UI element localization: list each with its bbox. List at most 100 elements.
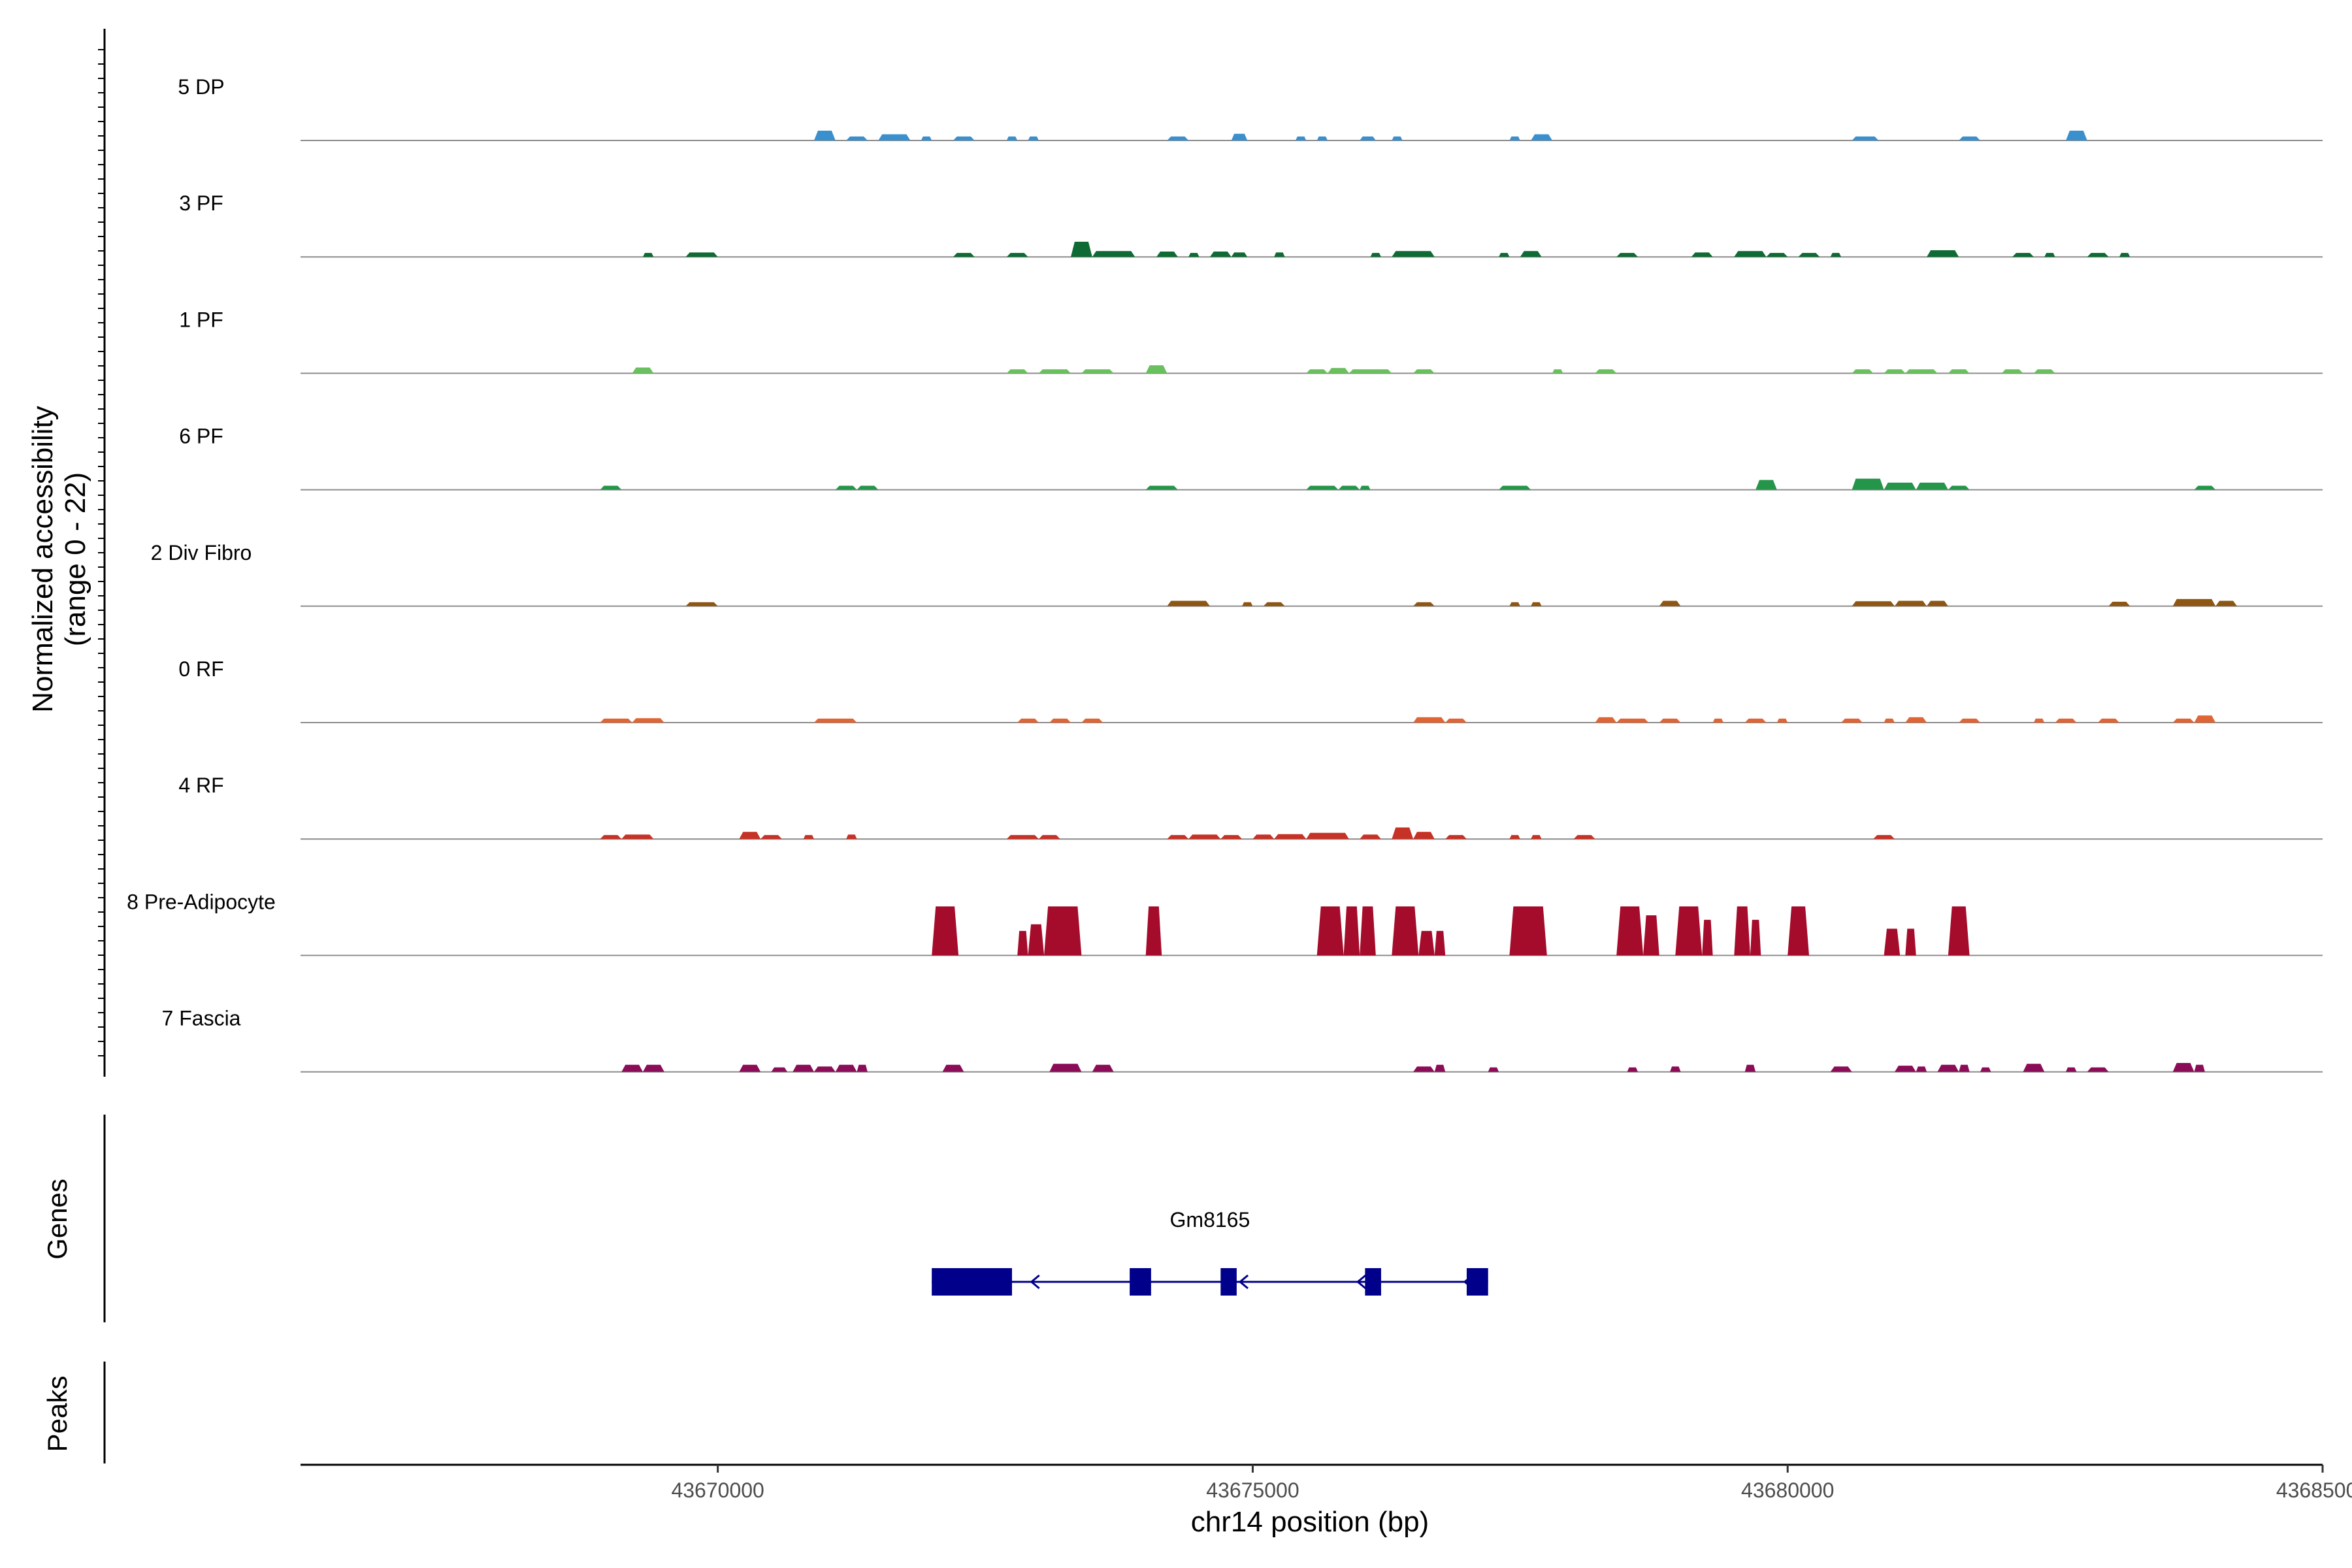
- coverage-peak: [1509, 136, 1520, 140]
- track-4: 6 PF: [179, 425, 2323, 491]
- coverage-peak: [1531, 835, 1542, 840]
- coverage-peak: [846, 136, 868, 140]
- coverage-peak: [1092, 1064, 1114, 1072]
- coverage-peak: [1092, 251, 1135, 257]
- coverage-peak: [1691, 252, 1713, 257]
- coverage-peak: [1509, 906, 1547, 956]
- gene-track: Gm8165: [932, 1208, 1488, 1296]
- coverage-peak: [1873, 835, 1895, 840]
- coverage-peak: [1220, 835, 1243, 840]
- coverage-peak: [835, 1064, 857, 1072]
- coverage-peak: [1616, 718, 1649, 723]
- coverage-peak: [1418, 930, 1435, 956]
- coverage-peak: [1413, 1066, 1435, 1072]
- coverage-peak: [1017, 718, 1039, 723]
- coverage-peak: [2108, 602, 2131, 606]
- coverage-peak: [1145, 365, 1168, 374]
- coverage-peak: [1231, 252, 1248, 257]
- track-label: 5 DP: [178, 75, 224, 99]
- coverage-peak: [2001, 369, 2023, 374]
- coverage-peak: [1006, 369, 1028, 374]
- coverage-peak: [1028, 136, 1039, 140]
- strand-arrow: [1356, 1274, 1367, 1290]
- coverage-peak: [760, 835, 782, 840]
- coverage-peak: [1413, 602, 1435, 606]
- coverage-peak: [2194, 1064, 2205, 1072]
- coverage-peak: [1413, 369, 1435, 374]
- track-label: 1 PF: [179, 308, 223, 331]
- coverage-peak: [1830, 1066, 1852, 1072]
- coverage-peak: [1343, 906, 1360, 956]
- coverage-peak: [1852, 601, 1895, 606]
- coverage-peak: [2194, 715, 2216, 723]
- coverage-peak: [1509, 602, 1520, 606]
- coverage-peak: [1360, 834, 1381, 840]
- coverage-peak: [1531, 134, 1552, 140]
- coverage-peak: [1659, 718, 1681, 723]
- coverage-peak: [1884, 928, 1901, 956]
- coverage-peak: [1884, 718, 1895, 723]
- coverage-peak: [1916, 1066, 1927, 1072]
- coverage-peak: [2012, 253, 2034, 257]
- coverage-peak: [1360, 485, 1371, 490]
- coverage-peak: [814, 131, 836, 140]
- coverage-peak: [1830, 253, 1842, 257]
- coverage-peak: [2023, 1064, 2045, 1072]
- coverage-peak: [1081, 718, 1103, 723]
- coverage-peak: [1263, 602, 1285, 606]
- coverage-peak: [632, 367, 654, 374]
- track-3: 1 PF: [179, 308, 2323, 374]
- coverage-peak: [1006, 835, 1039, 840]
- coverage-peak: [1531, 602, 1542, 606]
- coverage-peak: [1392, 251, 1435, 257]
- coverage-peak: [1552, 369, 1563, 374]
- gene-label: Gm8165: [1170, 1208, 1250, 1232]
- coverage-y-axis-ticks: [98, 49, 105, 1056]
- coverage-peak: [2098, 718, 2119, 723]
- coverage-peak: [2172, 598, 2216, 606]
- peaks-panel-title: Peaks: [42, 1376, 73, 1452]
- coverage-peak: [1499, 485, 1531, 490]
- coverage-peak: [1884, 369, 1906, 374]
- coverage-peak: [1338, 485, 1360, 490]
- coverage-peak: [1392, 906, 1419, 956]
- track-1: 5 DP: [178, 75, 2323, 141]
- coverage-peak: [1017, 930, 1028, 956]
- coverage-peak: [632, 718, 664, 723]
- x-axis-title: chr14 position (bp): [1191, 1506, 1429, 1538]
- coverage-peak: [2087, 1067, 2109, 1072]
- coverage-peak: [1445, 718, 1467, 723]
- coverage-peak: [1616, 906, 1644, 956]
- x-tick-label: 43685000: [2276, 1478, 2352, 1502]
- x-axis-ticks: 43670000 43675000 43680000 43685000: [671, 1465, 2352, 1502]
- strand-arrow: [1463, 1274, 1473, 1290]
- coverage-peak: [643, 1064, 664, 1072]
- coverage-peak: [1006, 136, 1018, 140]
- coverage-peak: [1360, 906, 1376, 956]
- coverage-peak: [1616, 253, 1638, 257]
- coverage-peak: [1049, 718, 1071, 723]
- coverage-peak: [953, 253, 975, 257]
- track-6: 0 RF: [178, 657, 2323, 723]
- coverage-peak: [1167, 835, 1189, 840]
- track-label: 4 RF: [178, 774, 223, 797]
- coverage-peak: [1413, 832, 1435, 840]
- coverage-peak: [1980, 1067, 1991, 1072]
- track-label: 7 Fascia: [162, 1007, 241, 1030]
- coverage-peak: [1145, 485, 1178, 490]
- coverage-peak: [814, 718, 857, 723]
- track-7: 4 RF: [178, 774, 2323, 840]
- coverage-peak: [1905, 928, 1916, 956]
- coverage-peak: [1734, 251, 1767, 257]
- coverage-peak: [1328, 368, 1349, 374]
- coverage-peak: [932, 906, 959, 956]
- coverage-peak: [2194, 485, 2216, 490]
- coverage-peak: [1916, 482, 1948, 490]
- coverage-peak: [792, 1064, 814, 1072]
- coverage-peak: [1306, 369, 1328, 374]
- coverage-peak: [1071, 242, 1092, 257]
- coverage-peak: [1499, 253, 1510, 257]
- coverage-peak: [600, 835, 622, 840]
- track-label: 8 Pre-Adipocyte: [127, 890, 276, 913]
